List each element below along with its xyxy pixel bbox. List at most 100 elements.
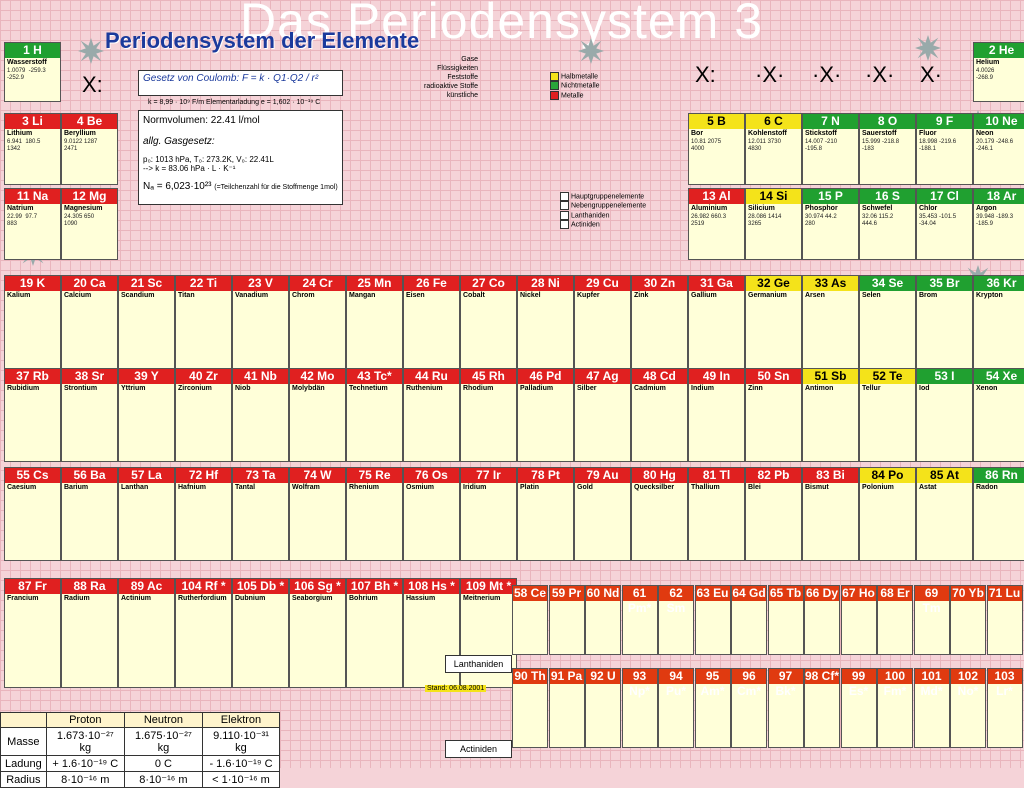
element-symbol: 72 Hf	[176, 468, 231, 483]
element-name: Platin	[520, 484, 540, 491]
element-symbol: 24 Cr	[290, 276, 345, 291]
element-symbol: 95 Am*	[695, 669, 730, 698]
element-name: Francium	[7, 595, 39, 602]
element-data: 1.0079 -259.3 -252.9	[7, 68, 46, 81]
element-symbol: 81 Tl	[689, 468, 744, 483]
legend-metalle: Metalle	[561, 92, 584, 100]
element-symbol: 75 Re	[347, 468, 402, 483]
element-cell: 47 Ag Silber	[574, 368, 631, 462]
element-cell: 31 Ga Gallium	[688, 275, 745, 369]
element-name: Rhodium	[463, 385, 494, 392]
element-name: Rubidium	[7, 385, 40, 392]
element-symbol: 67 Ho	[841, 586, 876, 601]
element-cell: 96 Cm*	[731, 668, 767, 748]
element-name: Radon	[976, 484, 998, 491]
x-icon: ·X·	[865, 62, 895, 87]
element-symbol: 52 Te	[860, 369, 915, 384]
element-symbol: 22 Ti	[176, 276, 231, 291]
element-name: Arsen	[805, 292, 825, 299]
element-symbol: 96 Cm*	[732, 669, 766, 698]
element-symbol: 57 La	[119, 468, 174, 483]
element-cell: 66 Dy	[804, 585, 840, 655]
element-symbol: 33 As	[803, 276, 858, 291]
element-symbol: 31 Ga	[689, 276, 744, 291]
element-cell: 33 As Arsen	[802, 275, 859, 369]
state-legend: Gase Flüssigkeiten Feststoffe radioaktiv…	[420, 55, 478, 100]
legend-artificial: künstliche	[446, 92, 478, 99]
element-cell: 22 Ti Titan	[175, 275, 232, 369]
element-data: 14.007 -210 -195.8	[805, 139, 838, 152]
element-symbol: 4 Be	[62, 114, 117, 129]
element-cell: 39 Y Yttrium	[118, 368, 175, 462]
element-symbol: 29 Cu	[575, 276, 630, 291]
element-data: 20.179 -248.6 -246.1	[976, 139, 1014, 152]
legend-gases: Gase	[461, 56, 478, 63]
element-name: Astat	[919, 484, 937, 491]
element-data: 24.305 650 1090	[64, 214, 95, 227]
element-symbol: 79 Au	[575, 468, 630, 483]
element-name: Aluminium	[691, 205, 728, 212]
group-legend: Hauptgruppenelemente Nebengruppenelement…	[560, 192, 647, 230]
element-cell: 17 Cl Chlor 35.453 -101.5 -34.04	[916, 188, 973, 260]
legend-nebengruppe: Nebengruppenelemente	[571, 202, 647, 210]
element-symbol: 73 Ta	[233, 468, 288, 483]
element-cell: 64 Gd	[731, 585, 767, 655]
element-name: Cobalt	[463, 292, 485, 299]
element-name: Lithium	[7, 130, 33, 137]
element-name: Brom	[919, 292, 938, 299]
element-symbol: 68 Er	[878, 586, 912, 601]
element-symbol: 55 Cs	[5, 468, 60, 483]
element-name: Niob	[235, 385, 251, 392]
element-cell: 36 Kr Krypton	[973, 275, 1024, 369]
element-cell: 40 Zr Zirconium	[175, 368, 232, 462]
element-symbol: 35 Br	[917, 276, 972, 291]
table-header: Proton	[45, 712, 125, 728]
element-cell: 7 N Stickstoff 14.007 -210 -195.8	[802, 113, 859, 185]
element-name: Zirconium	[178, 385, 212, 392]
table-cell: 0 C	[123, 755, 203, 772]
element-symbol: 107 Bh *	[347, 579, 402, 594]
element-cell: 54 Xe Xenon	[973, 368, 1024, 462]
element-symbol: 19 K	[5, 276, 60, 291]
element-cell: 9 F Fluor 18.998 -219.6 -188.1	[916, 113, 973, 185]
element-data: 12.011 3730 4830	[748, 139, 781, 152]
element-cell: 29 Cu Kupfer	[574, 275, 631, 369]
element-cell: 107 Bh * Bohrium	[346, 578, 403, 688]
element-data: 6.941 180.5 1342	[7, 139, 41, 152]
table-header	[0, 712, 47, 728]
element-cell: 68 Er	[877, 585, 913, 655]
element-symbol: 53 I	[917, 369, 972, 384]
table-header: Neutron	[123, 712, 203, 728]
element-symbol: 12 Mg	[62, 189, 117, 204]
legend-lanthaniden: Lanthaniden	[571, 212, 610, 220]
element-data: 4.0026 -268.9	[976, 68, 995, 81]
element-name: Gold	[577, 484, 593, 491]
element-cell: 105 Db * Dubnium	[232, 578, 289, 688]
halbmetall-swatch	[550, 72, 559, 81]
element-symbol: 32 Ge	[746, 276, 801, 291]
gas-params: p₀: 1013 hPa, T₀: 273.2K, V₀: 22.41L	[143, 155, 274, 164]
element-data: 15.999 -218.8 -183	[862, 139, 900, 152]
element-name: Sauerstoff	[862, 130, 897, 137]
element-cell: 80 Hg Quecksilber	[631, 467, 688, 561]
element-name: Thallium	[691, 484, 720, 491]
element-symbol: 80 Hg	[632, 468, 687, 483]
element-cell: 12 Mg Magnesium 24.305 650 1090	[61, 188, 118, 260]
element-symbol: 39 Y	[119, 369, 174, 384]
table-row: Radius 8·10⁻¹⁶ m 8·10⁻¹⁶ m < 1·10⁻¹⁶ m	[0, 771, 281, 788]
element-name: Stickstoff	[805, 130, 837, 137]
lan-swatch	[560, 210, 569, 220]
element-symbol: 2 He	[974, 43, 1024, 58]
element-data: 10.81 2075 4000	[691, 139, 722, 152]
element-name: Bismut	[805, 484, 829, 491]
element-cell: 13 Al Aluminium 26.982 660.3 2519	[688, 188, 745, 260]
element-cell: 25 Mn Mangan	[346, 275, 403, 369]
element-name: Kalium	[7, 292, 31, 299]
element-cell: 74 W Wolfram	[289, 467, 346, 561]
element-name: Nickel	[520, 292, 541, 299]
constants-text: k = 8,99 · 10⁹ F/m Elementarladung e = 1…	[148, 99, 321, 106]
element-symbol: 103 Lr*	[987, 669, 1022, 698]
element-cell: 34 Se Selen	[859, 275, 916, 369]
element-cell: 53 I Iod	[916, 368, 973, 462]
element-name: Technetium	[349, 385, 388, 392]
